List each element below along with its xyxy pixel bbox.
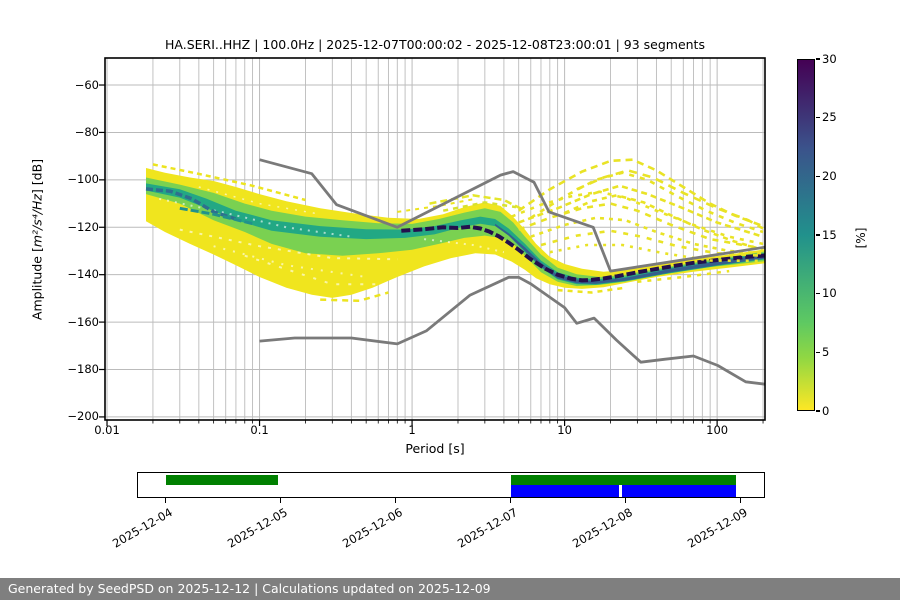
timeline-segment-green xyxy=(510,474,737,485)
colorbar-tick-label: 30 xyxy=(822,51,837,66)
ppsd-outlier-curve xyxy=(530,171,764,234)
colorbar-label: [%] xyxy=(854,227,868,249)
timeline-tick-mark xyxy=(165,498,167,503)
y-tick-label: −80 xyxy=(74,124,99,139)
y-axis-label-post: ] [dB] xyxy=(29,158,45,195)
colorbar-tick-label: 10 xyxy=(822,286,837,301)
timeline-tick-mark xyxy=(395,498,397,503)
colorbar-tick-mark xyxy=(816,116,820,119)
x-tick-label: 0.01 xyxy=(94,423,120,437)
timeline-tick-mark xyxy=(280,498,282,503)
y-axis-label-units: m²/s⁴/Hz xyxy=(29,194,45,248)
timeline-tick-mark xyxy=(740,498,742,503)
ppsd-outlier-curve xyxy=(576,169,764,230)
colorbar-tick-label: 0 xyxy=(822,403,830,418)
y-axis-label: Amplitude [m²/s⁴/Hz] [dB] xyxy=(30,40,47,440)
footer-text: Generated by SeedPSD on 2025-12-12 | Cal… xyxy=(8,581,491,596)
ppsd-streak xyxy=(179,206,253,226)
ppsd-streak xyxy=(557,286,626,294)
colorbar-tick-label: 20 xyxy=(822,168,837,183)
ppsd-outlier-curve xyxy=(549,243,764,263)
timeline-tick-mark xyxy=(510,498,512,503)
nhnm-line xyxy=(259,158,766,273)
colorbar-tick-mark xyxy=(816,175,820,178)
footer-bar: Generated by SeedPSD on 2025-12-12 | Cal… xyxy=(0,578,900,600)
ppsd-texture xyxy=(158,197,352,238)
ppsd-streak xyxy=(152,163,306,202)
x-tick-label: 1 xyxy=(408,423,416,437)
ppsd-texture xyxy=(179,228,398,261)
colorbar-tick-mark xyxy=(816,234,820,236)
colorbar xyxy=(797,59,815,411)
colorbar-tick-mark xyxy=(816,351,820,354)
y-tick-label: −140 xyxy=(67,267,99,282)
plot-title: HA.SERI..HHZ | 100.0Hz | 2025-12-07T00:0… xyxy=(165,37,705,52)
colorbar-tick-mark xyxy=(816,410,820,412)
colorbar-tick-label: 25 xyxy=(822,110,837,125)
ppsd-streak xyxy=(145,187,237,221)
ppsd-outlier-curve xyxy=(530,216,764,255)
ppsd-streak xyxy=(397,197,476,213)
ppsd-texture xyxy=(423,238,505,254)
ppsd-outlier-curve xyxy=(511,190,764,246)
ppsd-streak xyxy=(320,291,389,303)
y-tick-label: −100 xyxy=(67,172,99,187)
y-tick-label: −120 xyxy=(67,219,99,234)
timeline-segment-blue xyxy=(510,484,619,497)
timeline-segment-green xyxy=(165,474,279,485)
y-tick-label: −60 xyxy=(74,77,99,92)
nlnm-line xyxy=(259,275,766,386)
ppsd-outlier-curve xyxy=(518,202,764,250)
x-tick-label: 0.1 xyxy=(250,423,269,437)
colorbar-tick-label: 5 xyxy=(822,344,830,359)
x-axis-label: Period [s] xyxy=(405,441,465,456)
plot-frame xyxy=(104,57,766,421)
ppsd-outlier-curve xyxy=(518,184,764,238)
x-tick-label: 100 xyxy=(706,423,729,437)
colorbar-tick-label: 15 xyxy=(822,227,837,242)
ppsd-outlier-curve xyxy=(564,193,764,252)
colorbar-tick-mark xyxy=(816,292,820,295)
y-tick-label: −200 xyxy=(67,409,99,424)
y-tick-label: −160 xyxy=(67,314,99,329)
ppsd-streak xyxy=(442,201,517,212)
ppsd-mode-core xyxy=(401,224,766,283)
ppsd-band-mid-probability xyxy=(146,177,765,287)
y-axis-label-pre: Amplitude [ xyxy=(29,247,45,321)
colorbar-tick-mark xyxy=(816,58,820,60)
timeline-segment-blue xyxy=(622,484,737,497)
x-tick-label: 10 xyxy=(557,423,572,437)
y-tick-label: −180 xyxy=(67,362,99,376)
timeline-tick-mark xyxy=(625,498,627,503)
